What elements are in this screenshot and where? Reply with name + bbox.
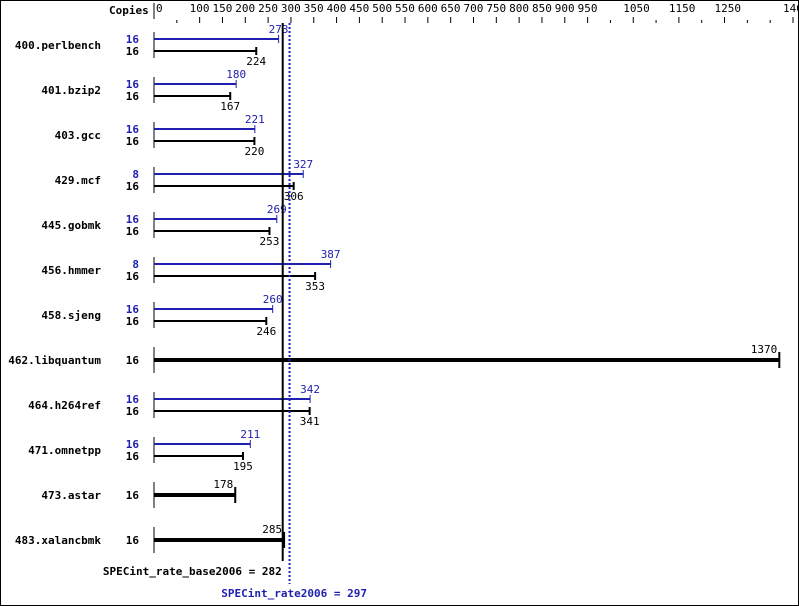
benchmark-label: 445.gobmk: [41, 219, 101, 232]
base-value: 285: [262, 523, 282, 536]
peak-copies: 16: [126, 438, 140, 451]
benchmark-label: 456.hmmer: [41, 264, 101, 277]
tick-label: 850: [532, 2, 552, 15]
base-copies: 16: [126, 450, 140, 463]
base-value: 195: [233, 460, 253, 473]
tick-label: 550: [395, 2, 415, 15]
tick-label: 800: [509, 2, 529, 15]
peak-value: 273: [269, 23, 289, 36]
tick-label: 1050: [623, 2, 650, 15]
base-copies: 16: [126, 270, 140, 283]
tick-label: 950: [578, 2, 598, 15]
benchmark-label: 464.h264ref: [28, 399, 101, 412]
benchmark-label: 462.libquantum: [8, 354, 101, 367]
base-value: 246: [256, 325, 276, 338]
benchmark-label: 483.xalancbmk: [15, 534, 101, 547]
peak-value: 260: [263, 293, 283, 306]
base-value: 167: [220, 100, 240, 113]
peak-copies: 16: [126, 393, 140, 406]
base-copies: 16: [126, 354, 140, 367]
tick-label: 700: [464, 2, 484, 15]
tick-label: 750: [486, 2, 506, 15]
benchmark-label: 471.omnetpp: [28, 444, 101, 457]
benchmark-label: 473.astar: [41, 489, 101, 502]
base-copies: 16: [126, 225, 140, 238]
peak-copies: 8: [132, 168, 139, 181]
peak-value: 387: [321, 248, 341, 261]
peak-value: 180: [226, 68, 246, 81]
peak-summary-label: SPECint_rate2006 = 297: [221, 587, 367, 600]
tick-label: 1400: [783, 2, 798, 15]
base-value: 341: [300, 415, 320, 428]
base-value: 353: [305, 280, 325, 293]
tick-label: 200: [235, 2, 255, 15]
tick-label: 400: [327, 2, 347, 15]
tick-label: 1250: [715, 2, 742, 15]
tick-label: 500: [372, 2, 392, 15]
tick-label: 0: [156, 2, 163, 15]
base-copies: 16: [126, 489, 140, 502]
tick-label: 600: [418, 2, 438, 15]
base-copies: 16: [126, 45, 140, 58]
base-copies: 16: [126, 405, 140, 418]
base-copies: 16: [126, 534, 140, 547]
base-copies: 16: [126, 90, 140, 103]
tick-label: 150: [212, 2, 232, 15]
peak-copies: 8: [132, 258, 139, 271]
tick-label: 900: [555, 2, 575, 15]
base-summary-label: SPECint_rate_base2006 = 282: [103, 565, 282, 578]
base-copies: 16: [126, 315, 140, 328]
peak-value: 269: [267, 203, 287, 216]
tick-label: 650: [441, 2, 461, 15]
benchmark-label: 400.perlbench: [15, 39, 101, 52]
peak-copies: 16: [126, 78, 140, 91]
peak-value: 327: [293, 158, 313, 171]
tick-label: 250: [258, 2, 278, 15]
tick-label: 100: [190, 2, 210, 15]
tick-label: 450: [349, 2, 369, 15]
tick-label: 350: [304, 2, 324, 15]
peak-value: 342: [300, 383, 320, 396]
tick-label: 1150: [669, 2, 696, 15]
base-copies: 16: [126, 135, 140, 148]
base-value: 306: [284, 190, 304, 203]
peak-value: 211: [240, 428, 260, 441]
benchmark-label: 403.gcc: [55, 129, 101, 142]
base-copies: 16: [126, 180, 140, 193]
base-value: 224: [246, 55, 266, 68]
tick-label: 300: [281, 2, 301, 15]
peak-value: 221: [245, 113, 265, 126]
peak-copies: 16: [126, 33, 140, 46]
base-value: 1370: [751, 343, 778, 356]
base-value: 253: [260, 235, 280, 248]
benchmark-label: 429.mcf: [55, 174, 101, 187]
benchmark-label: 401.bzip2: [41, 84, 101, 97]
copies-header: Copies: [109, 4, 149, 17]
benchmark-label: 458.sjeng: [41, 309, 101, 322]
peak-copies: 16: [126, 213, 140, 226]
base-value: 220: [244, 145, 264, 158]
peak-copies: 16: [126, 123, 140, 136]
peak-copies: 16: [126, 303, 140, 316]
base-value: 178: [213, 478, 233, 491]
